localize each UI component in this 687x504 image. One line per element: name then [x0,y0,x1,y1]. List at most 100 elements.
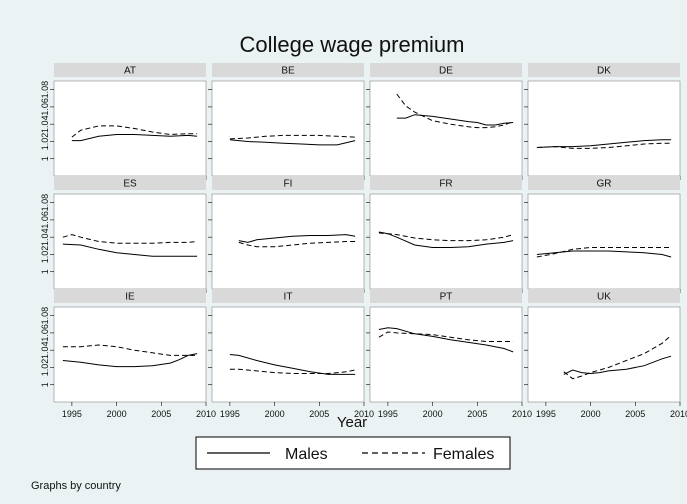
panel-label-ie: IE [125,292,135,303]
y-tick-label-ie-3: 1.06 [40,324,50,342]
y-tick-label-at-3: 1.06 [40,98,50,116]
y-tick-label-ie-2: 1.04 [40,341,50,359]
series-males-es [62,243,198,257]
series-males-de [396,114,514,126]
x-tick-label-ie-0: 1995 [62,409,82,419]
chart-title: College wage premium [240,32,465,57]
panel-uk: UK [524,289,681,406]
x-tick-label-uk-1: 2000 [581,409,601,419]
x-tick-label-uk-2: 2005 [625,409,645,419]
panel-label-fi: FI [284,179,293,190]
panel-plot-area-de [369,80,523,177]
panel-de: DE [366,63,523,180]
panel-dk: DK [524,63,681,180]
x-tick-label-uk-3: 2010 [670,409,687,419]
x-tick-label-it-3: 2010 [354,409,374,419]
y-tick-label-ie-1: 1.02 [40,359,50,377]
series-females-fr [378,232,514,242]
panel-strip-de [370,63,522,77]
panel-strip-fi [212,176,364,190]
panel-strip-gr [528,176,680,190]
panel-strip-it [212,289,364,303]
panel-strip-es [54,176,206,190]
series-males-pt [378,327,514,353]
y-tick-label-es-0: 1 [40,269,50,274]
x-tick-label-pt-0: 1995 [378,409,398,419]
panel-it: IT [208,289,365,406]
y-tick-label-at-1: 1.02 [40,133,50,151]
panel-label-dk: DK [597,66,611,77]
panel-strip-at [54,63,206,77]
panel-plot-area-it [211,306,365,403]
series-males-fi [238,234,356,243]
panel-strip-uk [528,289,680,303]
y-tick-label-es-1: 1.02 [40,246,50,264]
x-axis-title: Year [337,414,367,431]
legend-label-females: Females [433,446,494,463]
x-tick-label-it-0: 1995 [220,409,240,419]
y-tick-label-es-4: 1.08 [40,194,50,212]
series-females-at [71,125,198,138]
y-tick-label-ie-0: 1 [40,382,50,387]
panel-label-it: IT [284,292,293,303]
series-females-uk [563,335,672,380]
series-males-uk [563,355,672,375]
panel-at: AT 1 1.021.041.061.08 [40,63,207,180]
x-tick-label-ie-3: 2010 [196,409,216,419]
panel-strip-be [212,63,364,77]
series-males-be [229,139,356,146]
series-males-it [229,354,356,375]
panel-label-fr: FR [439,179,452,190]
panel-plot-area-es [53,193,207,290]
series-females-fi [238,241,356,248]
panel-label-at: AT [124,66,136,77]
panel-label-de: DE [439,66,453,77]
panel-plot-area-uk [527,306,681,403]
panel-strip-fr [370,176,522,190]
panel-plot-area-be [211,80,365,177]
panel-pt: PT [366,289,523,406]
series-females-de [396,93,514,129]
y-tick-label-at-4: 1.08 [40,81,50,99]
series-females-pt [378,331,514,342]
y-tick-label-at-0: 1 [40,156,50,161]
panel-fr: FR [366,176,523,293]
panel-strip-ie [54,289,206,303]
panel-es: ES 1 1.021.041.061.08 [40,176,207,293]
panel-label-pt: PT [440,292,453,303]
panel-plot-area-pt [369,306,523,403]
chart-note: Graphs by country [31,480,121,492]
x-tick-label-it-2: 2005 [309,409,329,419]
panel-plot-area-fr [369,193,523,290]
panel-gr: GR [524,176,681,293]
panel-plot-area-dk [527,80,681,177]
panel-label-gr: GR [597,179,612,190]
panel-plot-area-fi [211,193,365,290]
panel-plot-area-gr [527,193,681,290]
series-males-fr [378,231,514,248]
x-tick-label-pt-3: 2010 [512,409,532,419]
panel-label-es: ES [123,179,137,190]
series-males-dk [536,139,672,148]
x-tick-label-pt-1: 2000 [423,409,443,419]
x-tick-label-it-1: 2000 [265,409,285,419]
legend-label-males: Males [285,446,328,463]
panel-fi: FI [208,176,365,293]
panel-be: BE [208,63,365,180]
series-males-ie [62,353,198,368]
legend: Males Females [195,436,511,470]
panel-strip-dk [528,63,680,77]
panel-label-uk: UK [597,292,611,303]
panel-plot-area-at [53,80,207,177]
panel-label-be: BE [281,66,295,77]
series-males-at [71,134,198,142]
y-tick-label-at-2: 1.04 [40,115,50,133]
x-tick-label-ie-1: 2000 [107,409,127,419]
y-tick-label-es-2: 1.04 [40,228,50,246]
y-tick-label-ie-4: 1.08 [40,307,50,325]
x-axes: 1995 2000 2005 2010 1995 2000 2005 2010 1995 2000… [62,409,687,419]
panel-ie: IE 1 1.021.041.061.08 [40,289,207,406]
